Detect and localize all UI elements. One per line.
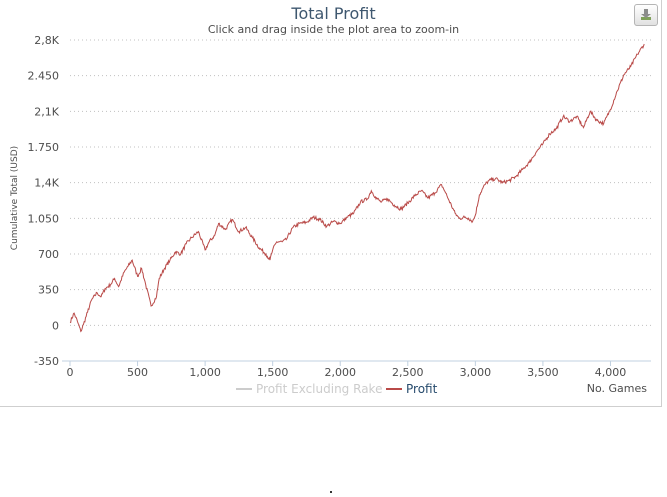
chart-title: Total Profit xyxy=(291,4,376,23)
y-tick-label: -350 xyxy=(34,355,59,368)
x-tick-label: 4,000 xyxy=(595,366,627,379)
x-axis-label: No. Games xyxy=(587,382,648,395)
chart-subtitle: Click and drag inside the plot area to z… xyxy=(207,23,460,36)
y-tick-label: 1.050 xyxy=(28,212,60,225)
download-icon xyxy=(641,9,651,20)
x-tick-label: 2,000 xyxy=(324,366,356,379)
stray-dot xyxy=(330,491,332,493)
y-tick-label: 2,1K xyxy=(34,105,59,118)
x-axis: 0 500 1,000 1,500 2,000 2,500 3,000 3,500 4,000 xyxy=(62,360,651,379)
x-tick-label: 3,500 xyxy=(527,366,559,379)
plot-area[interactable]: -350 0 350 700 1.050 1,4K 1.750 2,1K 2.450 2,8K 0… xyxy=(0,0,667,406)
chart-frame xyxy=(0,0,662,407)
y-tick-label: 0 xyxy=(52,319,59,332)
legend-item-label: Profit xyxy=(406,382,438,396)
y-axis-ticks: -350 0 350 700 1.050 1,4K 1.750 2,1K 2.450 2,8K xyxy=(28,34,60,368)
y-axis-label: Cumulative Total (USD) xyxy=(10,146,20,250)
x-tick-label: 1,000 xyxy=(189,366,221,379)
legend-item-label: Profit Excluding Rake xyxy=(256,382,382,396)
y-tick-label: 1,4K xyxy=(34,177,59,190)
x-tick-label: 2,500 xyxy=(392,366,424,379)
gridlines xyxy=(70,39,651,326)
x-tick-label: 1,500 xyxy=(257,366,289,379)
x-tick-label: 3,000 xyxy=(460,366,492,379)
y-tick-label: 2,8K xyxy=(34,34,59,47)
y-tick-label: 1.750 xyxy=(28,141,60,154)
series-line-profit xyxy=(69,43,645,333)
legend: Profit Excluding Rake Profit xyxy=(236,382,438,396)
y-tick-label: 700 xyxy=(38,248,59,261)
export-button[interactable] xyxy=(634,4,658,26)
x-tick-label: 500 xyxy=(127,366,148,379)
series-layer xyxy=(69,43,645,333)
y-tick-label: 2.450 xyxy=(28,70,60,83)
x-tick-label: 0 xyxy=(67,366,74,379)
y-tick-label: 350 xyxy=(38,284,59,297)
